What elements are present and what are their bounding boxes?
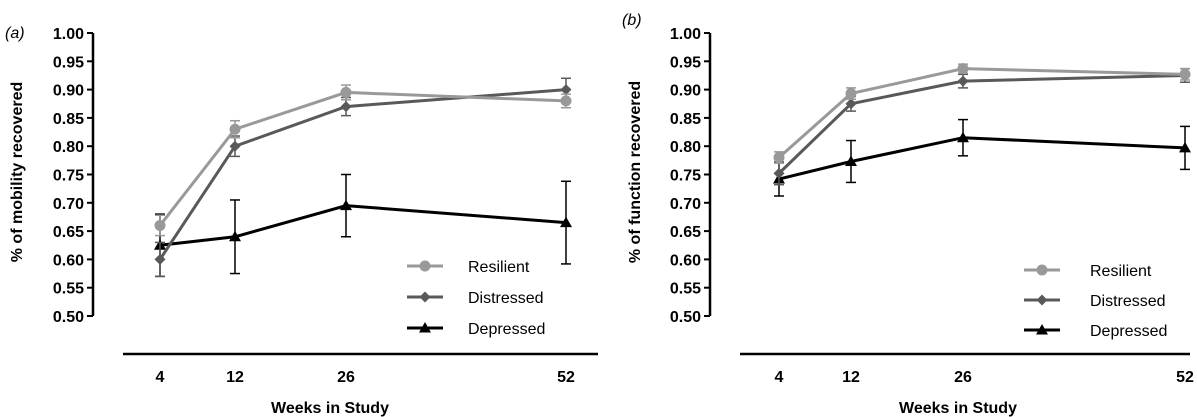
data-point — [845, 98, 857, 110]
panel-label: (a) — [5, 25, 25, 42]
legend-marker — [419, 322, 431, 333]
y-tick-label: 0.90 — [670, 83, 701, 100]
y-tick-label: 0.55 — [53, 281, 84, 298]
series-resilient — [773, 63, 1191, 164]
x-tick-label: 4 — [156, 369, 165, 386]
data-point — [340, 86, 352, 98]
x-tick-label: 26 — [954, 369, 972, 386]
x-tick-label: 12 — [226, 369, 244, 386]
y-tick-label: 0.60 — [53, 252, 84, 269]
y-tick-label: 1.00 — [53, 26, 84, 43]
x-tick-label: 52 — [557, 369, 575, 386]
data-point — [845, 155, 857, 166]
data-point — [957, 63, 969, 75]
chart-panel-b: (b) 0.50 0.55 0.60 0.65 0.70 0.75 0.80 0.85 0.90 0… — [622, 12, 1194, 417]
data-point — [229, 140, 241, 152]
x-tick-label: 12 — [842, 369, 860, 386]
series-line — [159, 204, 567, 247]
legend-label: Resilient — [468, 259, 530, 276]
legend-label: Distressed — [1090, 293, 1166, 310]
legend-marker — [419, 260, 431, 272]
y-tick-label: 0.70 — [670, 196, 701, 213]
chart-panel-a: (a) 0.50 0.55 0.60 0.65 0.70 0.75 0.80 0.85 0.90 0… — [5, 25, 598, 417]
legend: Resilient Distressed Depressed — [1024, 263, 1167, 340]
y-tick-label: 0.80 — [53, 139, 84, 156]
y-tick-label: 0.95 — [53, 54, 84, 71]
x-tick-label: 52 — [1176, 369, 1194, 386]
legend-marker — [419, 291, 431, 303]
legend-marker — [1036, 264, 1048, 276]
y-tick-label: 0.85 — [670, 111, 701, 128]
x-axis-title: Weeks in Study — [271, 400, 389, 417]
series-distressed — [773, 67, 1191, 186]
y-tick-label: 0.70 — [53, 196, 84, 213]
series-distressed — [154, 77, 572, 278]
y-tick-label: 0.50 — [53, 309, 84, 326]
y-tick-label: 0.65 — [670, 224, 701, 241]
y-tick-label: 0.75 — [670, 168, 701, 185]
y-tick-label: 0.90 — [53, 83, 84, 100]
y-tick-label: 0.55 — [670, 281, 701, 298]
legend-marker — [1036, 294, 1048, 306]
y-tick-label: 0.80 — [670, 139, 701, 156]
legend-label: Distressed — [468, 290, 544, 307]
data-point — [773, 167, 785, 179]
legend: Resilient Distressed Depressed — [407, 259, 545, 338]
series-line — [777, 73, 1186, 175]
data-point — [560, 216, 572, 228]
y-tick-label: 0.75 — [53, 168, 84, 185]
series-depressed — [773, 118, 1191, 197]
data-point — [773, 152, 785, 164]
series-line — [778, 67, 1186, 159]
data-point — [340, 101, 352, 113]
y-tick-label: 0.95 — [670, 54, 701, 71]
y-axis-title: % of function recovered — [627, 81, 644, 263]
x-axis-title: Weeks in Study — [899, 400, 1017, 417]
data-point — [957, 131, 969, 143]
y-tick-label: 0.50 — [670, 309, 701, 326]
data-point — [154, 253, 166, 265]
y-tick-label: 0.60 — [670, 252, 701, 269]
x-tick-label: 26 — [337, 369, 355, 386]
data-point — [560, 84, 572, 96]
data-point — [560, 95, 572, 107]
data-point — [229, 230, 241, 242]
data-point — [957, 75, 969, 87]
data-point — [845, 88, 857, 100]
y-tick-label: 1.00 — [670, 26, 701, 43]
data-point — [154, 219, 166, 231]
y-tick-label: 0.65 — [53, 224, 84, 241]
data-point — [340, 199, 352, 211]
series-line — [158, 88, 567, 261]
y-axis-title: % of mobility recovered — [9, 82, 26, 263]
series-line — [158, 90, 567, 227]
series-resilient — [154, 84, 572, 237]
data-point — [1179, 141, 1191, 153]
legend-label: Resilient — [1090, 263, 1152, 280]
x-tick-label: 4 — [775, 369, 784, 386]
data-point — [229, 123, 241, 135]
legend-marker — [1036, 324, 1048, 335]
legend-label: Depressed — [1090, 323, 1167, 340]
y-tick-label: 0.85 — [53, 111, 84, 128]
data-point — [1179, 68, 1191, 80]
legend-label: Depressed — [468, 321, 545, 338]
panel-label: (b) — [622, 12, 642, 29]
series-line — [778, 136, 1186, 181]
